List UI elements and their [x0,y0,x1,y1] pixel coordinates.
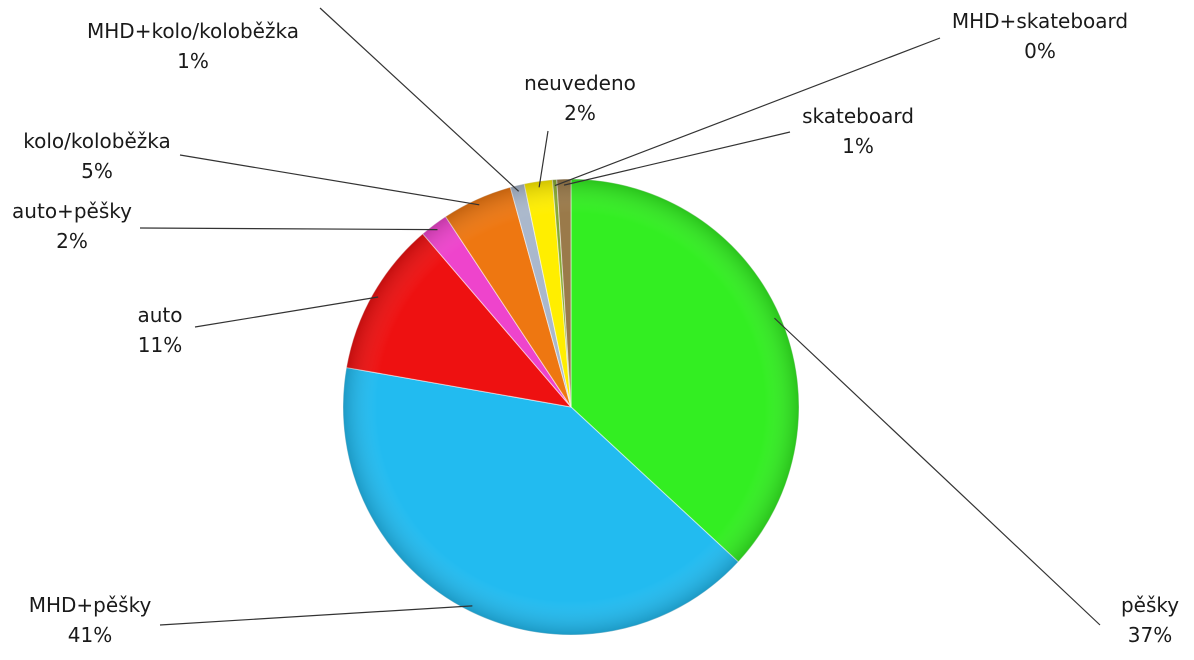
slice-label-mhd-kolo-kolobezka: MHD+kolo/koloběžka [87,19,299,43]
leader-line-kolo-kolobezka [179,154,480,206]
slice-value-neuvedeno: 2% [564,101,596,125]
leader-line-mhd-pesky [159,605,473,626]
leader-line-pesky [774,317,1101,626]
leader-line-mhd-kolo-kolobezka [319,7,520,192]
leader-line-auto-pesky [139,227,438,231]
slice-label-auto: auto [137,303,182,327]
slice-label-kolo-kolobezka: kolo/koloběžka [23,129,171,153]
slice-value-skateboard: 1% [842,134,874,158]
slice-label-auto-pesky: auto+pěšky [12,199,132,223]
slice-value-mhd-pesky: 41% [68,623,112,647]
slice-label-pesky: pěšky [1121,593,1179,617]
leader-line-auto [194,296,379,328]
slice-label-mhd-skateboard: MHD+skateboard [952,9,1128,33]
slice-value-mhd-kolo-kolobezka: 1% [177,49,209,73]
slice-labels: pěšky 37% MHD+pěšky 41% auto 11% auto+pěšky 2% k… [12,9,1179,647]
slice-label-skateboard: skateboard [802,104,914,128]
leader-line-mhd-skateboard [554,37,941,187]
leader-line-neuvedeno [538,130,549,188]
slice-value-kolo-kolobezka: 5% [81,159,113,183]
leader-line-skateboard [563,131,791,186]
slice-value-auto-pesky: 2% [56,229,88,253]
slice-value-pesky: 37% [1128,623,1172,647]
pie-slices [342,178,800,636]
leader-lines [139,7,1101,626]
slice-value-auto: 11% [138,333,182,357]
slice-label-neuvedeno: neuvedeno [524,71,636,95]
slice-label-mhd-pesky: MHD+pěšky [29,593,152,617]
slice-value-mhd-skateboard: 0% [1024,39,1056,63]
